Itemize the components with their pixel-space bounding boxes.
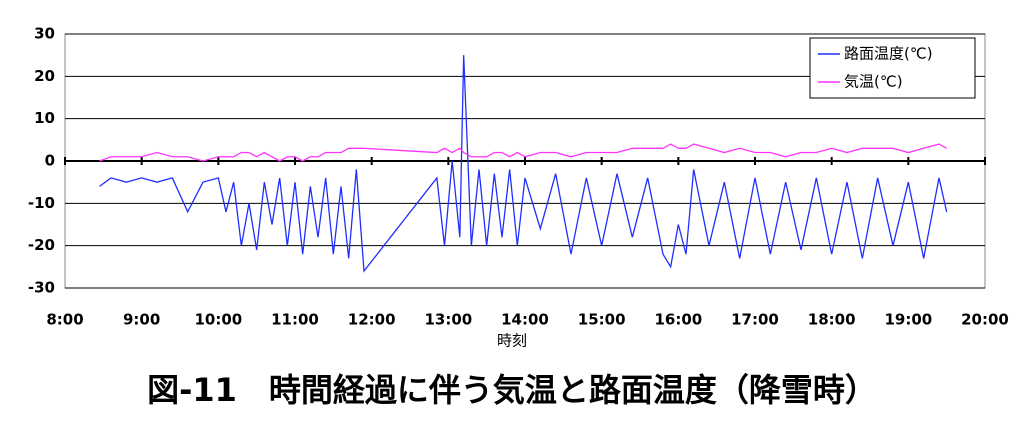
y-tick-label: -30 — [28, 279, 55, 297]
x-tick-label: 10:00 — [194, 311, 242, 329]
x-tick-label: 17:00 — [731, 311, 779, 329]
x-tick-label: 19:00 — [884, 311, 932, 329]
x-tick-label: 16:00 — [654, 311, 702, 329]
y-tick-label: -20 — [28, 236, 55, 254]
y-tick-label: 10 — [34, 109, 55, 127]
x-tick-label: 12:00 — [348, 311, 396, 329]
y-tick-label: 20 — [34, 67, 55, 85]
x-tick-label: 20:00 — [961, 311, 1009, 329]
x-axis-label: 時刻 — [497, 332, 527, 350]
x-tick-label: 14:00 — [501, 311, 549, 329]
chart-title: 図-11 時間経過に伴う気温と路面温度（降雪時） — [147, 371, 877, 409]
x-tick-label: 11:00 — [271, 311, 319, 329]
legend-box — [809, 37, 976, 99]
x-tick-label: 15:00 — [578, 311, 626, 329]
y-tick-label: -10 — [28, 194, 55, 212]
x-tick-label: 18:00 — [808, 311, 856, 329]
x-tick-label: 8:00 — [46, 311, 83, 329]
legend-label: 路面温度(℃) — [844, 45, 933, 63]
y-tick-label: 30 — [34, 25, 55, 43]
x-tick-label: 13:00 — [424, 311, 472, 329]
x-tick-label: 9:00 — [123, 311, 160, 329]
legend-label: 気温(℃) — [844, 73, 903, 91]
series-line — [99, 55, 948, 273]
series-line — [99, 143, 947, 162]
y-tick-label: 0 — [45, 152, 55, 170]
